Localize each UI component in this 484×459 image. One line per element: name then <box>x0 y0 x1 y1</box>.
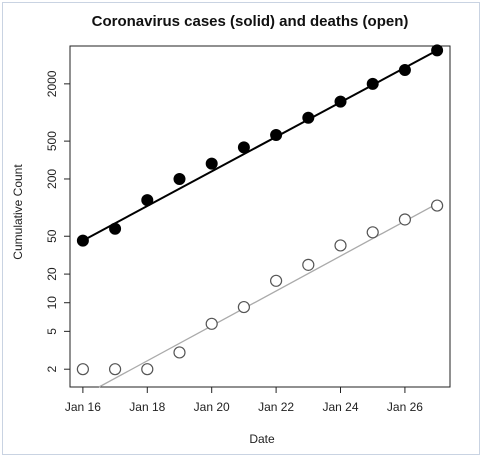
x-axis: Jan 16 Jan 18 Jan 20 Jan 22 Jan 24 Jan 26 <box>65 387 423 414</box>
deaths-point <box>334 239 347 252</box>
cases-point <box>398 63 411 76</box>
deaths-point <box>205 317 218 330</box>
y-axis-label: Cumulative Count <box>11 164 25 260</box>
figure-frame <box>2 2 480 455</box>
cases-point <box>302 111 315 124</box>
x-tick-label: Jan 18 <box>129 400 165 414</box>
deaths-point <box>431 199 444 212</box>
x-axis-label: Date <box>249 432 275 446</box>
x-tick-label: Jan 26 <box>387 400 423 414</box>
x-tick-label: Jan 16 <box>65 400 101 414</box>
y-tick-label: 2 <box>45 366 59 373</box>
x-tick-label: Jan 22 <box>258 400 294 414</box>
cases-point <box>76 234 89 247</box>
deaths-point <box>302 258 315 271</box>
cases-point <box>205 157 218 170</box>
y-axis: 2 5 10 20 50 200 500 2000 <box>45 70 70 373</box>
x-tick-label: Jan 24 <box>322 400 358 414</box>
y-tick-label: 200 <box>45 169 59 189</box>
y-tick-label: 2000 <box>45 70 59 97</box>
y-tick-label: 20 <box>45 267 59 281</box>
deaths-fit-line <box>98 203 438 388</box>
plot-area <box>69 45 451 388</box>
deaths-point <box>398 213 412 226</box>
cases-point <box>270 128 283 141</box>
cases-point <box>141 194 154 207</box>
deaths-point <box>76 363 89 376</box>
y-tick-label: 5 <box>45 328 59 335</box>
cases-point <box>431 44 444 57</box>
deaths-point <box>173 346 186 359</box>
cases-point <box>237 141 250 154</box>
deaths-point <box>237 300 250 314</box>
fit-lines <box>82 49 438 388</box>
y-tick-label: 500 <box>45 131 59 151</box>
y-tick-label: 50 <box>45 229 59 243</box>
deaths-point <box>366 226 379 239</box>
cases-point <box>109 222 122 235</box>
y-tick-label: 10 <box>45 296 59 310</box>
x-tick-label: Jan 20 <box>194 400 230 414</box>
cases-point <box>173 172 186 185</box>
deaths-point <box>141 363 154 376</box>
data-points <box>76 44 444 376</box>
cases-point <box>366 77 379 90</box>
chart-title: Coronavirus cases (solid) and deaths (op… <box>92 13 409 30</box>
deaths-point <box>270 274 283 287</box>
cases-fit-line <box>82 49 438 242</box>
deaths-point <box>108 363 122 376</box>
cases-point <box>334 95 347 108</box>
